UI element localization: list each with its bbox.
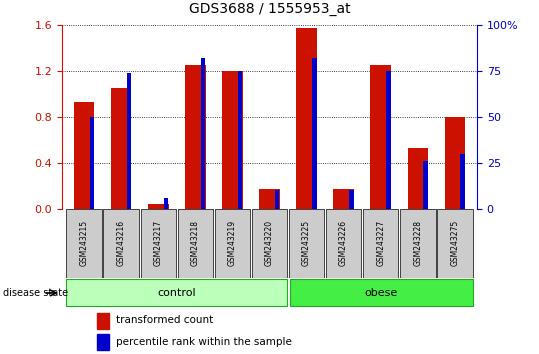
Bar bbox=[275, 190, 279, 209]
Bar bbox=[97, 313, 109, 329]
Bar bbox=[103, 209, 139, 278]
Text: GSM243226: GSM243226 bbox=[339, 220, 348, 267]
Text: GSM243218: GSM243218 bbox=[191, 221, 200, 266]
Text: GSM243228: GSM243228 bbox=[413, 221, 422, 266]
Bar bbox=[334, 189, 354, 209]
Bar bbox=[407, 148, 428, 209]
Bar bbox=[386, 71, 391, 209]
Bar bbox=[111, 88, 132, 209]
Text: GSM243227: GSM243227 bbox=[376, 220, 385, 267]
Bar bbox=[238, 71, 243, 209]
Bar bbox=[215, 209, 250, 278]
Bar bbox=[89, 117, 94, 209]
Bar bbox=[289, 209, 324, 278]
Text: GSM243275: GSM243275 bbox=[450, 220, 459, 267]
Bar bbox=[66, 279, 287, 307]
Bar bbox=[363, 209, 398, 278]
Bar bbox=[290, 279, 473, 307]
Bar bbox=[437, 209, 473, 278]
Bar bbox=[141, 209, 176, 278]
Bar bbox=[445, 117, 465, 209]
Bar bbox=[400, 209, 436, 278]
Bar bbox=[97, 334, 109, 350]
Bar bbox=[185, 65, 205, 209]
Bar bbox=[148, 204, 169, 209]
Text: disease state: disease state bbox=[3, 288, 68, 298]
Text: GSM243219: GSM243219 bbox=[228, 220, 237, 267]
Text: percentile rank within the sample: percentile rank within the sample bbox=[116, 337, 292, 347]
Bar bbox=[296, 28, 317, 209]
Text: GSM243220: GSM243220 bbox=[265, 220, 274, 267]
Bar bbox=[349, 190, 354, 209]
Text: GSM243216: GSM243216 bbox=[117, 220, 126, 267]
Bar bbox=[252, 209, 287, 278]
Text: GDS3688 / 1555953_at: GDS3688 / 1555953_at bbox=[189, 2, 350, 16]
Bar bbox=[74, 102, 94, 209]
Text: obese: obese bbox=[365, 288, 398, 298]
Text: GSM243215: GSM243215 bbox=[80, 220, 89, 267]
Bar bbox=[460, 154, 465, 209]
Bar bbox=[370, 65, 391, 209]
Text: GSM243217: GSM243217 bbox=[154, 220, 163, 267]
Text: transformed count: transformed count bbox=[116, 315, 213, 325]
Bar bbox=[164, 198, 168, 209]
Bar bbox=[201, 58, 205, 209]
Bar bbox=[222, 71, 243, 209]
Bar bbox=[312, 58, 316, 209]
Bar bbox=[178, 209, 213, 278]
Text: control: control bbox=[157, 288, 196, 298]
Bar bbox=[259, 189, 280, 209]
Text: GSM243225: GSM243225 bbox=[302, 220, 311, 267]
Bar bbox=[423, 161, 427, 209]
Bar bbox=[127, 73, 131, 209]
Bar bbox=[66, 209, 102, 278]
Bar bbox=[326, 209, 361, 278]
